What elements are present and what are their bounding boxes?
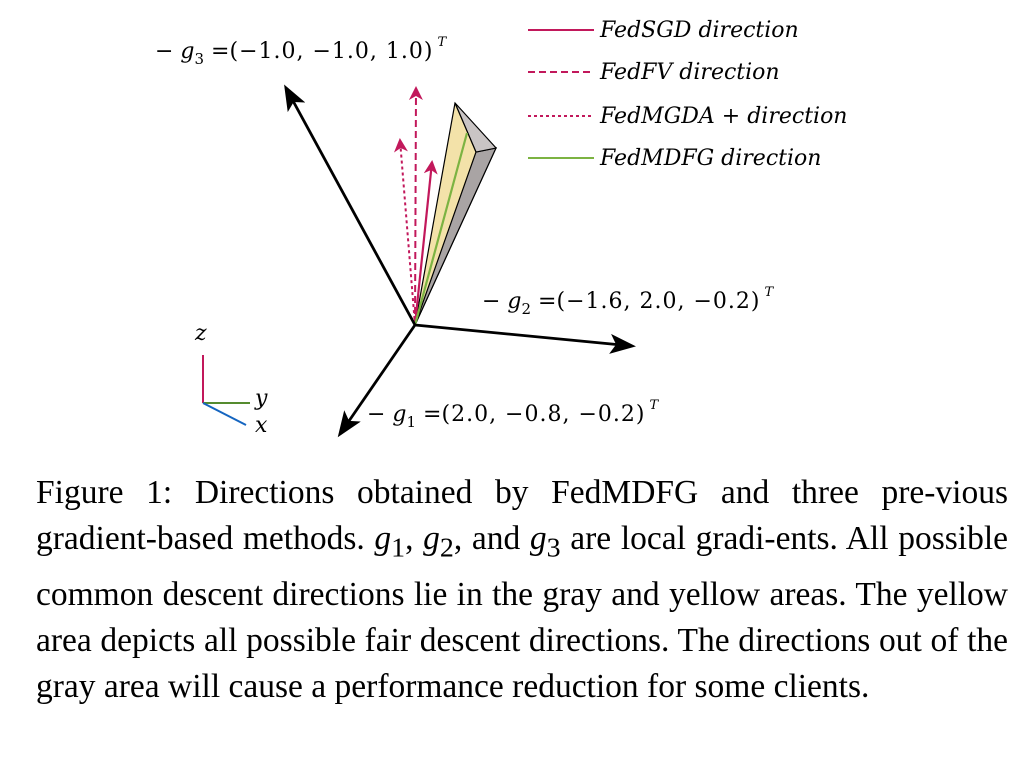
legend-label-fedmgda: FedMGDA + direction — [599, 104, 847, 129]
neg-g2-label: − g2 =(−1.6, 2.0, −0.2) T — [482, 285, 774, 318]
fedfv-direction-arrow — [408, 86, 423, 326]
neg-g3-arrow — [284, 84, 417, 326]
neg-g3-label: − g3 =(−1.0, −1.0, 1.0) T — [155, 35, 447, 68]
legend-label-fedfv: FedFV direction — [599, 60, 780, 85]
cone-edge — [454, 102, 477, 153]
x-axis — [202, 402, 247, 426]
fedmgda-direction-arrow — [393, 138, 416, 326]
axis-indicator: z y x — [194, 321, 268, 438]
neg-g1-arrow — [337, 324, 417, 438]
figure-caption: Figure 1: Directions obtained by FedMDFG… — [36, 474, 1009, 705]
legend-label-fedsgd: FedSGD direction — [599, 18, 799, 43]
legend: FedSGD direction FedFV direction FedMGDA… — [528, 18, 847, 171]
fedsgd-direction-arrow — [413, 160, 438, 326]
x-axis-label: x — [255, 413, 268, 438]
gradient-directions-figure: − g3 =(−1.0, −1.0, 1.0) T − g2 =(−1.6, 2.… — [155, 18, 847, 438]
neg-g2-arrow — [414, 323, 636, 354]
z-axis-label: z — [194, 321, 207, 346]
fedmdfg-direction-arrow — [413, 132, 469, 326]
neg-g1-label: − g1 =(2.0, −0.8, −0.2) T — [367, 398, 659, 431]
y-axis-label: y — [254, 386, 268, 411]
legend-label-fedmdfg: FedMDFG direction — [599, 146, 821, 171]
